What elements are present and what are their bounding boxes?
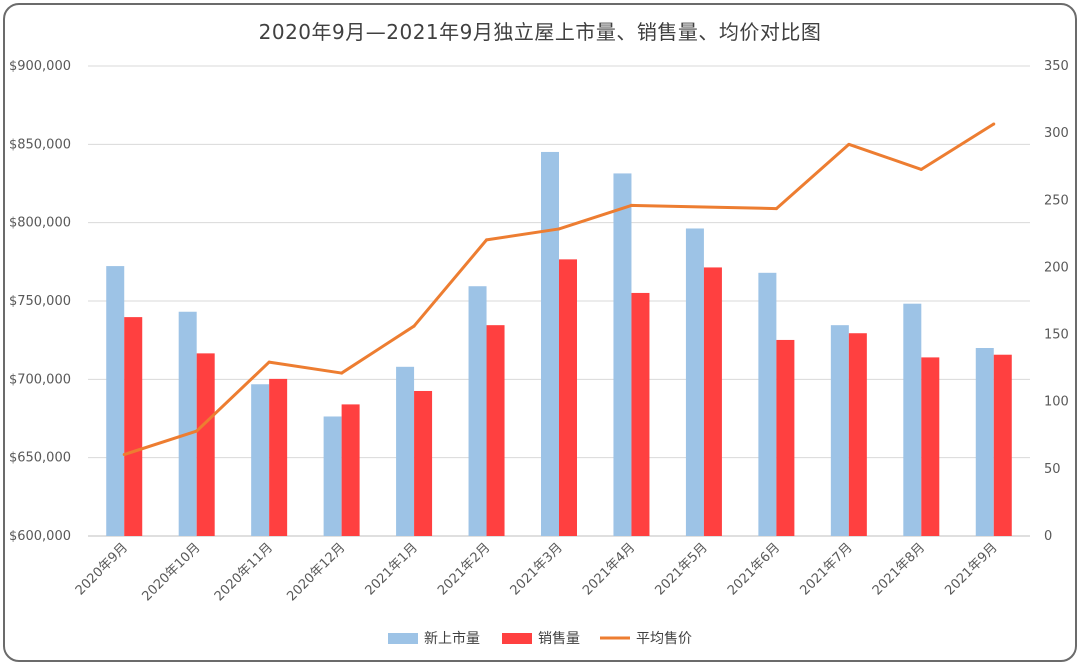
x-tick-label: 2021年5月 <box>653 540 711 598</box>
bar-sales <box>703 267 722 536</box>
bar-sales <box>776 339 795 536</box>
bar-new-listings <box>903 303 922 536</box>
legend: 新上市量 销售量 平均售价 <box>388 630 692 647</box>
bar-new-listings <box>468 286 487 536</box>
point-average-price <box>412 324 416 328</box>
x-tick-label: 2021年9月 <box>942 540 1000 598</box>
point-average-price <box>485 238 489 242</box>
y-left-tick-label: $900,000 <box>9 59 71 74</box>
bar-sales <box>414 390 433 536</box>
point-average-price <box>847 142 851 146</box>
bar-new-listings <box>613 173 632 536</box>
bar-sales <box>921 357 940 536</box>
y-left-tick-label: $750,000 <box>9 294 71 309</box>
point-average-price <box>702 205 706 209</box>
point-average-price <box>267 360 271 364</box>
x-tick-label: 2021年7月 <box>797 540 855 598</box>
y-right-tick-label: 250 <box>1044 193 1069 208</box>
bar-sales <box>196 353 215 536</box>
x-tick-label: 2021年6月 <box>725 540 783 598</box>
legend-label: 销售量 <box>538 631 580 647</box>
x-tick-label: 2020年11月 <box>212 540 276 604</box>
point-average-price <box>557 227 561 231</box>
y-left-tick-label: $850,000 <box>9 137 71 152</box>
x-tick-label: 2021年2月 <box>435 540 493 598</box>
y-right-tick-label: 150 <box>1044 328 1069 343</box>
x-tick-label: 2021年1月 <box>363 540 421 598</box>
x-tick-label: 2020年9月 <box>73 540 131 598</box>
bar-sales <box>559 259 577 536</box>
point-average-price <box>340 371 344 375</box>
x-tick-label: 2021年3月 <box>508 540 566 598</box>
bar-new-listings <box>975 348 994 536</box>
x-tick-label: 2020年12月 <box>284 540 348 604</box>
y-left-tick-label: $600,000 <box>9 529 71 544</box>
bar-sales <box>848 333 867 536</box>
y-right-tick-label: 100 <box>1044 395 1069 410</box>
x-tick-label: 2020年10月 <box>139 540 203 604</box>
bar-sales <box>993 354 1012 536</box>
bar-sales <box>631 292 650 536</box>
point-average-price <box>774 207 778 211</box>
y-left-tick-label: $700,000 <box>9 372 71 387</box>
legend-label: 平均售价 <box>636 631 692 647</box>
point-average-price <box>629 203 633 207</box>
chart-title: 2020年9月—2021年9月独立屋上市量、销售量、均价对比图 <box>258 20 822 44</box>
bar-new-listings <box>685 228 704 536</box>
x-tick-label: 2021年4月 <box>580 540 638 598</box>
point-average-price <box>195 429 199 433</box>
y-left-tick-label: $650,000 <box>9 451 71 466</box>
y-right-tick-label: 50 <box>1044 462 1061 477</box>
y-right-tick-label: 300 <box>1044 126 1069 141</box>
point-average-price <box>992 122 996 126</box>
bar-sales <box>124 317 143 536</box>
bar-sales <box>341 404 360 536</box>
bar-group <box>106 151 1012 536</box>
bar-new-listings <box>178 311 197 536</box>
point-average-price <box>919 167 923 171</box>
legend-label: 新上市量 <box>424 630 480 647</box>
bar-new-listings <box>323 416 342 536</box>
bar-new-listings <box>396 366 415 536</box>
bar-new-listings <box>830 325 849 536</box>
bar-sales <box>486 325 505 536</box>
y-left-tick-label: $800,000 <box>9 216 71 231</box>
bar-sales <box>269 378 288 536</box>
y-right-tick-label: 0 <box>1044 529 1052 544</box>
y-right-tick-label: 200 <box>1044 260 1069 275</box>
bar-new-listings <box>251 384 270 536</box>
bar-new-listings <box>106 266 125 536</box>
bar-new-listings <box>758 272 777 536</box>
legend-swatch <box>502 633 532 644</box>
line-group <box>122 122 996 457</box>
point-average-price <box>122 453 126 457</box>
bar-new-listings <box>541 151 559 536</box>
legend-swatch <box>388 633 418 644</box>
x-tick-label: 2021年8月 <box>870 540 928 598</box>
y-right-tick-label: 350 <box>1044 59 1069 74</box>
